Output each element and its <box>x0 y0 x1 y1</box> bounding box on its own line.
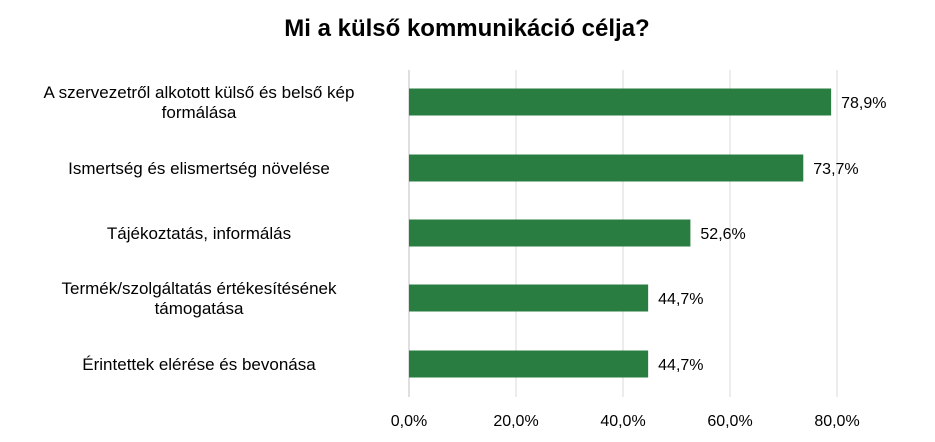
category-label: Tájékoztatás, informálás <box>107 224 291 243</box>
data-label: 52,6% <box>700 226 745 243</box>
bar <box>409 350 649 378</box>
bars <box>409 88 832 378</box>
category-label-line: Termék/szolgáltatás értékesítésének <box>62 279 337 298</box>
data-label: 78,9% <box>841 95 886 112</box>
chart-title: Mi a külső kommunikáció célja? <box>284 15 649 42</box>
category-label: A szervezetről alkotott külső és belső k… <box>44 83 355 122</box>
x-tick-label: 80,0% <box>814 413 859 430</box>
category-label-line: Tájékoztatás, informálás <box>107 224 291 243</box>
category-label-line: támogatása <box>155 299 244 318</box>
data-labels: 78,9% 73,7% 52,6% 44,7% 44,7% <box>658 95 886 374</box>
category-label-line: formálása <box>162 103 237 122</box>
bar <box>409 88 832 116</box>
data-label: 44,7% <box>658 357 703 374</box>
category-labels: A szervezetről alkotott külső és belső k… <box>44 83 355 374</box>
category-label: Érintettek elérése és bevonása <box>82 355 316 374</box>
x-tick-label: 40,0% <box>600 413 645 430</box>
x-axis-tick-labels: 0,0% 20,0% 40,0% 60,0% 80,0% <box>391 413 860 430</box>
data-label: 44,7% <box>658 291 703 308</box>
bar <box>409 219 691 247</box>
category-label-line: Ismertség és elismertség növelése <box>68 159 330 178</box>
category-label-line: A szervezetről alkotott külső és belső k… <box>44 83 355 102</box>
category-label: Termék/szolgáltatás értékesítésének támog… <box>62 279 337 318</box>
x-tick-label: 20,0% <box>493 413 538 430</box>
category-label-line: Érintettek elérése és bevonása <box>82 355 316 374</box>
category-label: Ismertség és elismertség növelése <box>68 159 330 178</box>
x-tick-label: 60,0% <box>707 413 752 430</box>
data-label: 73,7% <box>813 161 858 178</box>
x-tick-label: 0,0% <box>391 413 427 430</box>
bar <box>409 154 804 182</box>
bar <box>409 284 649 312</box>
